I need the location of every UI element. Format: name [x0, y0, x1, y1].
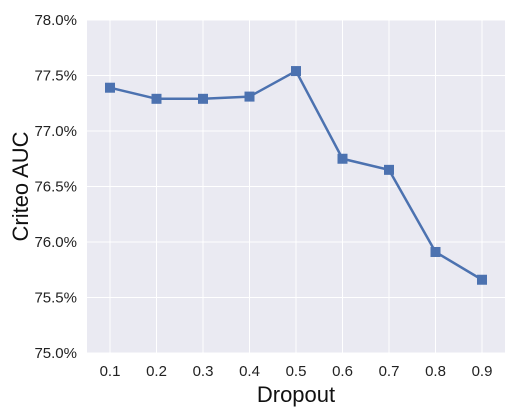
data-point-marker [291, 66, 301, 77]
gridlines [87, 19, 505, 354]
x-tick-label: 0.3 [193, 363, 214, 380]
data-point-marker [105, 82, 115, 93]
x-axis-ticks: 0.1 0.2 0.3 0.4 0.5 0.6 0.7 0.8 0.9 [100, 363, 493, 380]
data-point-marker [477, 274, 487, 285]
data-point-marker [430, 246, 441, 257]
data-point-marker [337, 153, 348, 164]
x-tick-label: 0.5 [286, 363, 307, 380]
data-point-marker [384, 164, 394, 175]
y-tick-label: 75.5% [34, 290, 77, 307]
x-tick-label: 0.1 [100, 363, 121, 380]
y-tick-label: 75.0% [34, 345, 77, 362]
data-point-marker [151, 93, 162, 104]
x-tick-label: 0.4 [239, 363, 260, 380]
y-tick-label: 76.5% [34, 179, 77, 196]
x-tick-label: 0.7 [379, 363, 400, 380]
y-tick-label: 78.0% [34, 12, 77, 29]
y-tick-label: 77.0% [34, 123, 77, 140]
y-tick-label: 77.5% [34, 68, 77, 85]
y-axis-title: Criteo AUC [8, 131, 33, 241]
x-axis-title: Dropout [257, 382, 335, 407]
data-point-marker [244, 91, 255, 102]
x-tick-label: 0.8 [425, 363, 446, 380]
x-tick-label: 0.2 [146, 363, 167, 380]
y-axis-ticks: 75.0% 75.5% 76.0% 76.5% 77.0% 77.5% 78.0% [34, 12, 77, 362]
data-point-marker [198, 93, 208, 104]
y-tick-label: 76.0% [34, 234, 77, 251]
x-tick-label: 0.6 [332, 363, 353, 380]
x-tick-label: 0.9 [472, 363, 493, 380]
series-group [105, 66, 487, 285]
